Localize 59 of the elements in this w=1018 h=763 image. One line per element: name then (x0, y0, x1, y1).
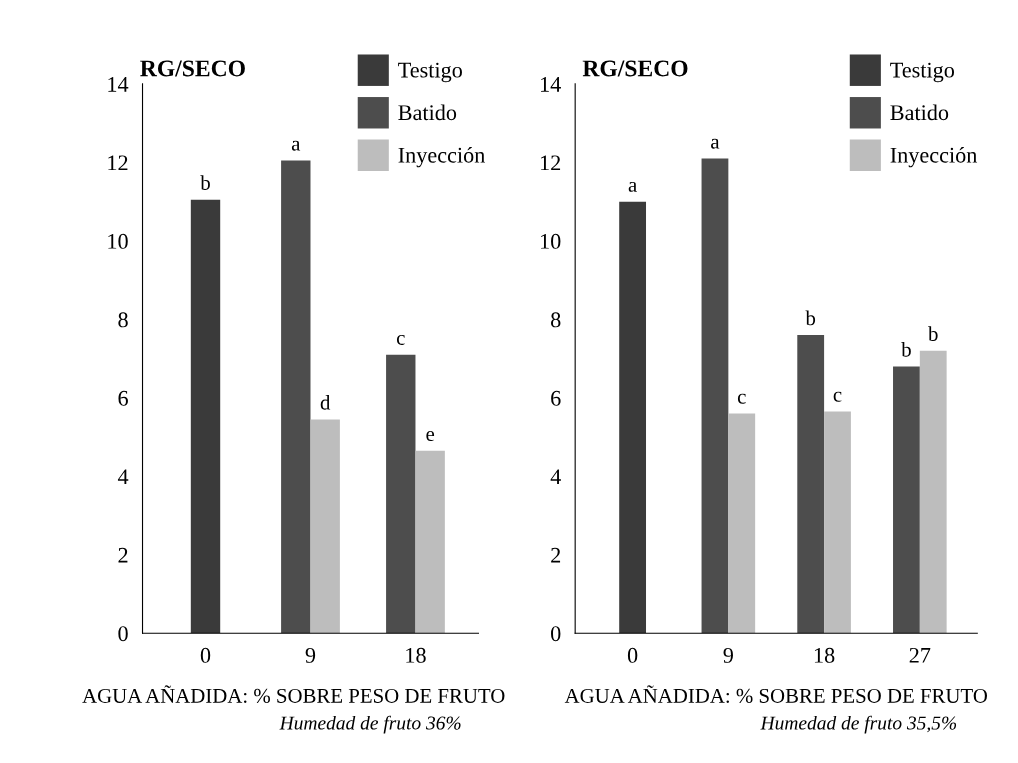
data-label: b (200, 175, 210, 190)
x-tick-label: 9 (723, 647, 733, 663)
x-axis-title: AGUA AÑADIDA: % SOBRE PESO DE FRUTO (564, 685, 988, 703)
legend-label: Inyección (398, 147, 485, 168)
y-axis-title: RG/SECO (582, 60, 688, 77)
data-label: c (833, 391, 842, 402)
data-label: b (805, 310, 816, 326)
bar (919, 350, 947, 634)
y-tick-label: 12 (541, 155, 561, 171)
y-tick-label: 6 (551, 390, 561, 406)
legend-label: Inyección (890, 147, 978, 168)
legend-label: Batido (398, 104, 457, 121)
x-tick-label: 0 (627, 647, 638, 663)
text: Humedad de fruto 36% (279, 715, 461, 734)
y-axis-title: RG/SECO (140, 60, 245, 77)
bar (728, 413, 756, 634)
x-tick-label: 9 (305, 647, 316, 663)
bar (701, 158, 729, 634)
y-tick-label: 4 (117, 469, 129, 485)
bar (310, 419, 340, 634)
data-label: e (426, 431, 435, 442)
data-label: c (396, 334, 405, 345)
legend-label: Batido (890, 104, 949, 121)
bar (386, 354, 416, 634)
text: Humedad de fruto 35,5% (760, 715, 957, 734)
data-label: b (928, 326, 938, 341)
bar (797, 335, 825, 634)
bar (281, 160, 311, 634)
x-tick-label: 27 (909, 647, 931, 663)
y-tick-label: 10 (541, 233, 561, 249)
y-tick-label: 14 (108, 76, 129, 92)
x-axis-title: AGUA AÑADIDA: % SOBRE PESO DE FRUTO (82, 685, 505, 703)
bar (190, 199, 221, 634)
data-label: c (737, 393, 746, 404)
x-tick-label: 18 (406, 647, 426, 663)
data-label: b (901, 342, 911, 357)
y-tick-label: 0 (551, 626, 561, 642)
data-label: a (291, 140, 301, 151)
bar (619, 201, 647, 634)
y-tick-label: 8 (118, 312, 128, 328)
data-label: a (711, 138, 720, 149)
x-tick-label: 18 (814, 647, 835, 663)
data-label: a (628, 181, 637, 192)
legend-label: Testigo (398, 62, 462, 83)
y-tick-label: 14 (541, 76, 561, 92)
y-tick-label: 4 (550, 469, 561, 485)
bar (415, 450, 445, 634)
legend-label: Testigo (890, 62, 955, 83)
bar (824, 411, 851, 634)
y-tick-label: 12 (108, 155, 128, 171)
y-tick-label: 2 (551, 547, 561, 563)
y-tick-label: 0 (118, 626, 128, 642)
y-tick-label: 10 (108, 233, 128, 249)
y-tick-label: 8 (551, 312, 561, 328)
y-tick-label: 6 (118, 390, 128, 406)
data-label: d (320, 394, 331, 410)
bar (893, 366, 920, 634)
y-tick-label: 2 (118, 547, 128, 563)
x-tick-label: 0 (200, 647, 211, 663)
